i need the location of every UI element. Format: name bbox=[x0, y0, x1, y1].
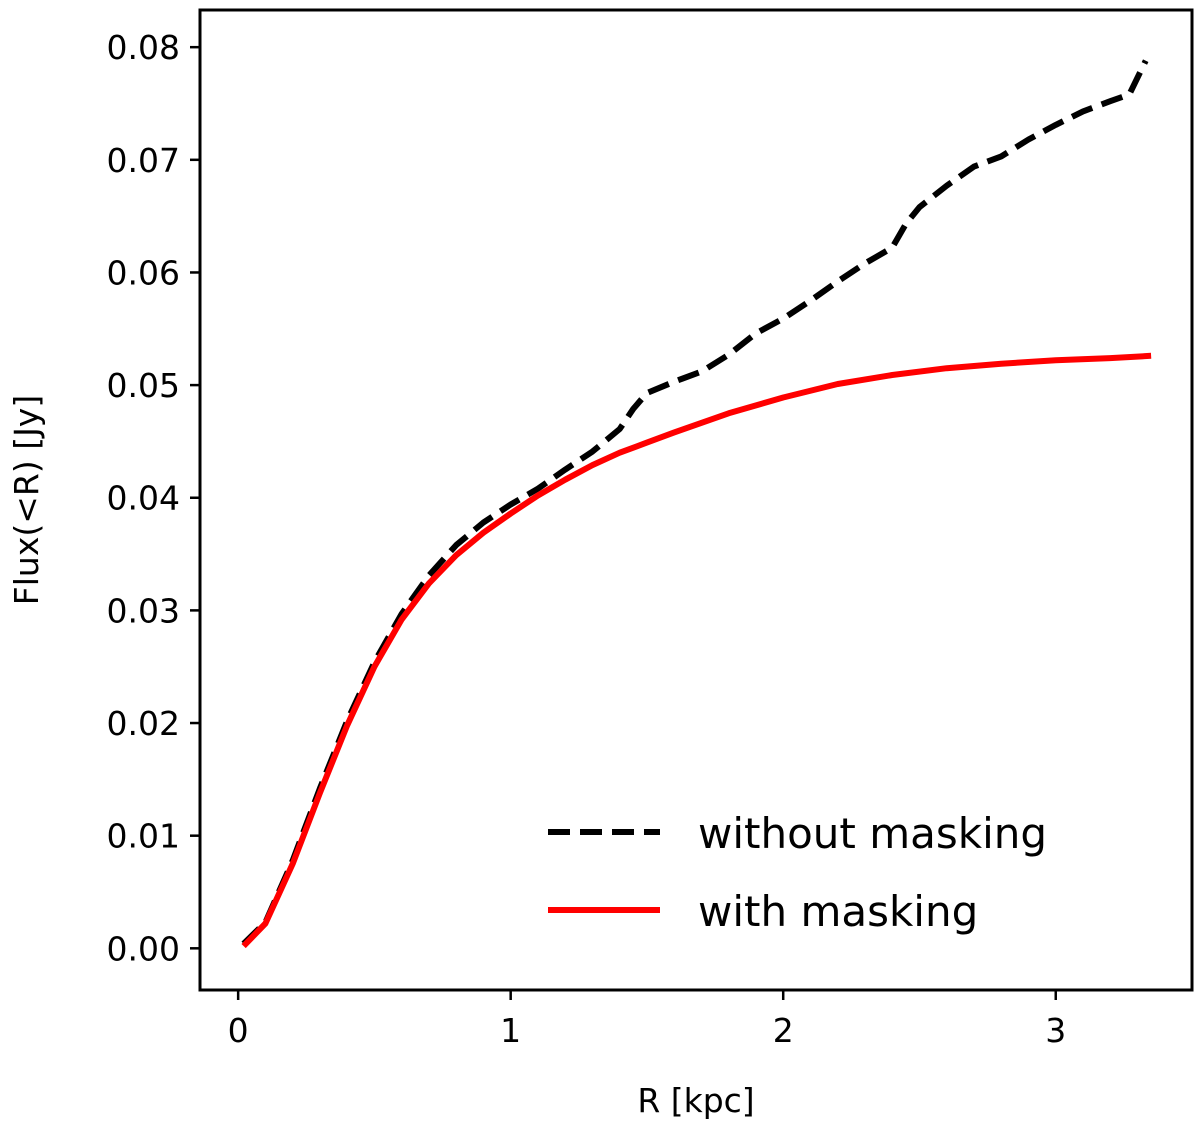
y-axis-ticks: 0.00 0.01 0.02 0.03 0.04 0.05 0.06 0.07 0.08 bbox=[107, 28, 200, 968]
plot-frame bbox=[198, 8, 1194, 992]
y-axis-label: Flux(<R) [Jy] bbox=[7, 395, 46, 605]
y-tick-label: 0.01 bbox=[107, 817, 180, 856]
legend-label-without-masking: without masking bbox=[698, 809, 1047, 858]
y-tick-label: 0.04 bbox=[107, 479, 180, 518]
legend-label-with-masking: with masking bbox=[698, 887, 978, 936]
x-axis-ticks: 0 1 2 3 bbox=[228, 990, 1066, 1050]
series-line-without-masking bbox=[241, 59, 1149, 946]
x-tick-label: 2 bbox=[773, 1011, 794, 1050]
y-tick-label: 0.02 bbox=[107, 704, 180, 743]
series-layer bbox=[241, 59, 1152, 949]
y-tick-label: 0.05 bbox=[107, 366, 180, 405]
y-tick-label: 0.08 bbox=[107, 28, 180, 67]
x-tick-label: 1 bbox=[500, 1011, 521, 1050]
x-tick-label: 3 bbox=[1045, 1011, 1066, 1050]
series-line-with-masking bbox=[241, 352, 1152, 949]
y-tick-label: 0.03 bbox=[107, 591, 180, 630]
y-tick-label: 0.00 bbox=[107, 929, 180, 968]
y-tick-label: 0.06 bbox=[107, 253, 180, 292]
x-axis-label: R [kpc] bbox=[637, 1081, 754, 1120]
legend: without masking with masking bbox=[548, 809, 1047, 936]
x-tick-label: 0 bbox=[228, 1011, 249, 1050]
y-tick-label: 0.07 bbox=[107, 141, 180, 180]
